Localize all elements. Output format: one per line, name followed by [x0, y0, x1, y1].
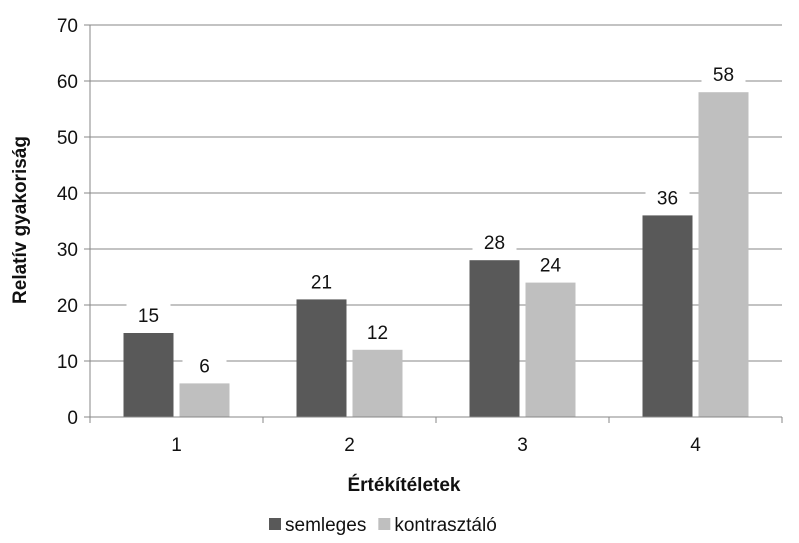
data-label: 21 — [311, 272, 332, 293]
y-tick-label: 60 — [57, 72, 78, 93]
x-tick-label: 4 — [690, 435, 701, 456]
bar-kontrasztáló-2 — [353, 350, 403, 417]
data-label: 12 — [367, 323, 388, 344]
data-label: 15 — [138, 306, 159, 327]
y-tick-label: 40 — [57, 184, 78, 205]
y-tick-label: 20 — [57, 296, 78, 317]
x-tick-label: 2 — [344, 435, 355, 456]
x-axis-title: Értékítéletek — [347, 474, 460, 496]
y-tick-label: 30 — [57, 240, 78, 261]
bar-semleges-4 — [643, 215, 693, 417]
x-tick-label: 1 — [171, 435, 182, 456]
y-tick-label: 0 — [67, 408, 78, 429]
legend-swatch-kontrasztáló — [378, 518, 390, 530]
x-tick-label: 3 — [517, 435, 528, 456]
y-axis-title: Relatív gyakoriság — [10, 136, 31, 304]
bar-kontrasztáló-3 — [526, 283, 576, 417]
x-axis: 1 2 3 4 — [90, 417, 782, 456]
y-tick-label: 70 — [57, 16, 78, 37]
legend-label-kontrasztáló: kontrasztáló — [394, 515, 496, 536]
bar-semleges-3 — [470, 260, 520, 417]
y-tick-label: 10 — [57, 352, 78, 373]
data-label: 28 — [484, 233, 505, 254]
data-label: 24 — [540, 256, 562, 277]
bar-kontrasztáló-4 — [699, 92, 749, 417]
bar-kontrasztáló-1 — [180, 383, 230, 417]
y-axis-ticks: 0 10 20 30 40 50 60 70 — [57, 16, 90, 429]
data-label: 58 — [713, 65, 734, 86]
legend-swatch-semleges — [269, 518, 281, 530]
data-label: 6 — [199, 356, 210, 377]
bar-semleges-2 — [297, 299, 347, 417]
legend-label-semleges: semleges — [285, 515, 366, 536]
bar-semleges-1 — [124, 333, 174, 417]
data-label: 36 — [657, 188, 678, 209]
y-tick-label: 50 — [57, 128, 78, 149]
legend: semleges kontrasztáló — [269, 515, 497, 536]
